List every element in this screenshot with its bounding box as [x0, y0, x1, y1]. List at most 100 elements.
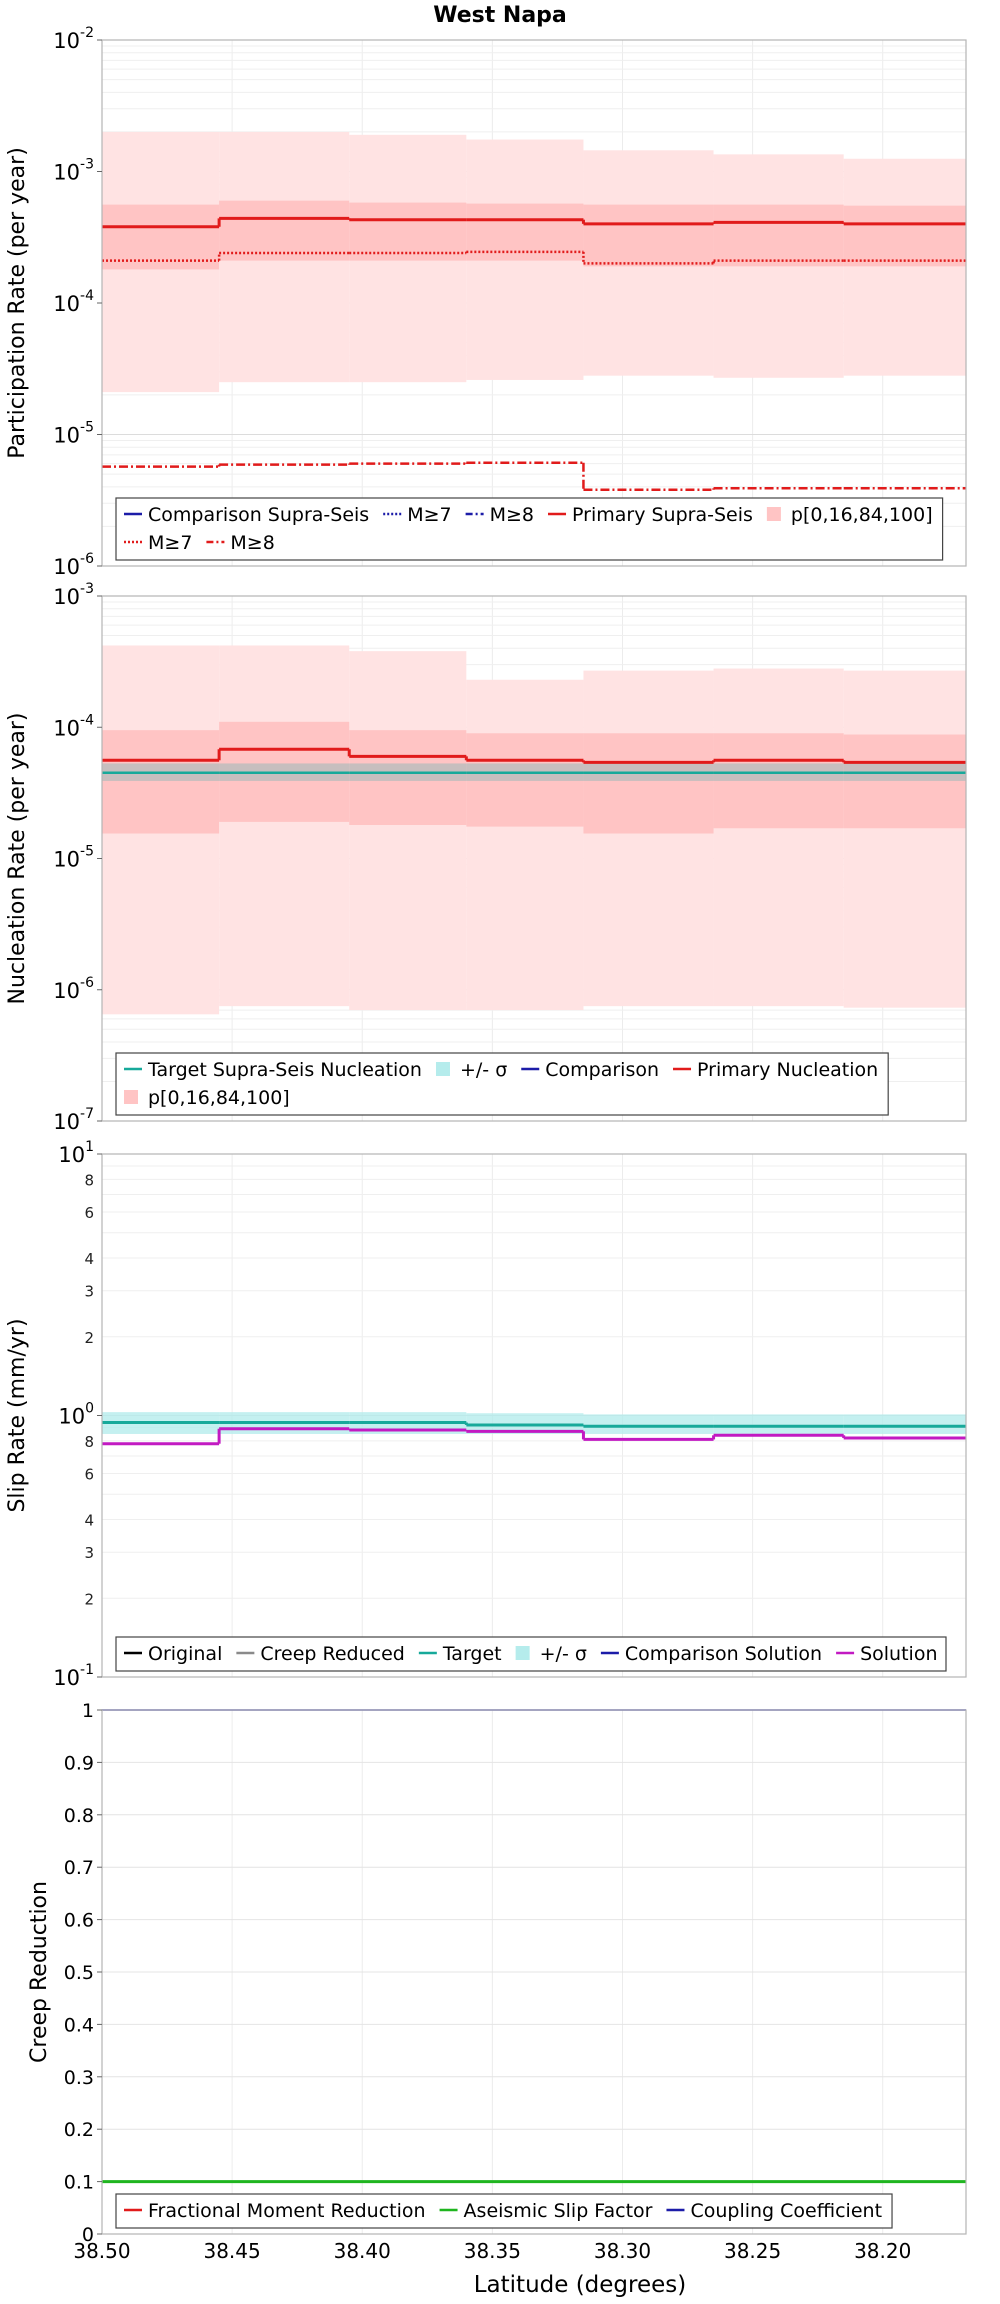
- x-tick-label: 38.25: [724, 2239, 781, 2263]
- y-axis-label: Nucleation Rate (per year): [5, 713, 30, 1005]
- legend-item: Solution: [836, 1643, 938, 1665]
- legend-box: [115, 2193, 893, 2229]
- band-segment: [843, 158, 966, 376]
- y-minor-tick-label: 8: [84, 1433, 94, 1451]
- legend-label: Primary Supra-Seis: [572, 504, 753, 526]
- band-segment: [843, 734, 966, 829]
- legend-label: Aseismic Slip Factor: [464, 2200, 653, 2222]
- legend-item: p[0,16,84,100]: [124, 1087, 290, 1109]
- band-segment: [349, 651, 467, 1011]
- y-tick-label: 0.3: [64, 2067, 94, 2089]
- y-tick-label: 10-3: [53, 157, 94, 185]
- legend-item: Comparison Solution: [600, 1643, 822, 1665]
- y-ticks: 10-7 10-6 10-5 10-4 10-3: [53, 581, 102, 1134]
- y-ticks: 0 0.1 0.2 0.3 0.4 0.5 0.6 0.7 0.8 0.9 1: [64, 1700, 102, 2246]
- legend-swatch: [435, 1062, 450, 1076]
- band-segment: [102, 204, 220, 270]
- x-tick-label: 38.45: [203, 2239, 260, 2263]
- x-tick-label: 38.35: [464, 2239, 521, 2263]
- legend-label: Target: [442, 1643, 502, 1665]
- band-segment: [219, 645, 350, 1007]
- y-minor-tick-label: 2: [84, 1590, 94, 1608]
- band-segment: [466, 679, 584, 1011]
- x-tick-label: 38.20: [854, 2239, 911, 2263]
- legend-label: Comparison Supra-Seis: [148, 504, 369, 526]
- legend-label: Comparison: [545, 1059, 659, 1081]
- band-segment: [583, 670, 714, 1007]
- band-segment: [713, 1414, 844, 1434]
- legend-box: [115, 497, 944, 561]
- chart-title: West Napa: [433, 3, 567, 28]
- y-minor-tick-label: 6: [84, 1466, 94, 1484]
- legend-label: p[0,16,84,100]: [791, 504, 933, 526]
- x-tick-label: 38.40: [334, 2239, 391, 2263]
- legend-item: +/- σ: [435, 1059, 507, 1081]
- panel-nucleation: 10-7 10-6 10-5 10-4 10-3 Nucleation Rate (per…: [5, 581, 967, 1134]
- legend-item: Coupling Coefficient: [666, 2200, 882, 2222]
- y-tick-label: 0.1: [64, 2172, 94, 2194]
- legend-item: +/- σ: [515, 1643, 587, 1665]
- legend-item: M≥7: [124, 532, 192, 554]
- legend: Original Creep Reduced Target +/- σ Comparis…: [115, 1636, 947, 1672]
- legend-label: Fractional Moment Reduction: [148, 2200, 426, 2222]
- legend-label: Coupling Coefficient: [690, 2200, 882, 2222]
- legend-item: M≥8: [206, 532, 275, 554]
- y-tick-label: 10-1: [53, 1662, 94, 1690]
- x-ticks: 38.50 38.45 38.40 38.35 38.30 38.25 38.20: [73, 2239, 911, 2263]
- series-solution: [102, 1427, 966, 1446]
- x-axis-label: Latitude (degrees): [474, 2272, 687, 2298]
- band-segment: [583, 204, 714, 267]
- legend-label: Original: [148, 1643, 222, 1665]
- y-tick-label: 10-6: [53, 551, 94, 579]
- panel-participation: 10-6 10-5 10-4 10-3 10-2 Participation Rate (…: [5, 25, 967, 579]
- y-tick-label: 0.4: [64, 2014, 94, 2036]
- y-tick-label: 10-4: [53, 712, 94, 740]
- legend-label: M≥8: [490, 504, 534, 526]
- y-minor-tick-label: 4: [84, 1512, 94, 1530]
- legend-item: Target: [418, 1643, 502, 1665]
- legend-item: Comparison Supra-Seis: [124, 504, 369, 526]
- legend-label: +/- σ: [460, 1059, 507, 1081]
- band-segment: [583, 1414, 714, 1434]
- band-p-0-16-84-100-inner: [102, 200, 966, 270]
- series-m-8: [102, 461, 966, 492]
- y-axis-label: Participation Rate (per year): [5, 147, 30, 459]
- band--: [102, 1412, 966, 1434]
- y-minor-tick-label: 8: [84, 1171, 94, 1189]
- y-axis-label: Creep Reduction: [27, 1881, 52, 2063]
- band-segment: [219, 200, 350, 261]
- legend-item: p[0,16,84,100]: [766, 504, 933, 526]
- band-segment: [843, 1414, 966, 1434]
- panel-creep: 0 0.1 0.2 0.3 0.4 0.5 0.6 0.7 0.8 0.9 1 Creep Reduc…: [27, 1700, 967, 2246]
- legend-swatch: [766, 507, 781, 521]
- series-target: [102, 1421, 966, 1428]
- legend-label: Primary Nucleation: [697, 1059, 878, 1081]
- legend-label: Comparison Solution: [625, 1643, 822, 1665]
- legend-box: [115, 1052, 889, 1116]
- y-axis-label: Slip Rate (mm/yr): [5, 1318, 30, 1512]
- y-tick-label: 10-3: [53, 581, 94, 609]
- y-tick-label: 0.7: [64, 1857, 94, 1879]
- y-tick-label: 10-5: [53, 844, 94, 872]
- band-segment: [349, 202, 467, 261]
- x-tick-label: 38.30: [594, 2239, 651, 2263]
- legend: Target Supra-Seis Nucleation +/- σ Compari…: [115, 1052, 889, 1116]
- y-tick-label: 101: [58, 1139, 94, 1167]
- legend-item: Fractional Moment Reduction: [124, 2200, 426, 2222]
- legend-label: M≥8: [230, 532, 274, 554]
- y-ticks: 10-6 10-5 10-4 10-3 10-2: [53, 25, 102, 579]
- legend-item: Comparison: [521, 1059, 659, 1081]
- legend-label: p[0,16,84,100]: [148, 1087, 290, 1109]
- y-ticks: 10-1 100 101 2 3 4 6 8 2 3 4 6 8: [53, 1139, 102, 1690]
- legend-item: Aseismic Slip Factor: [439, 2200, 653, 2222]
- y-tick-label: 10-7: [53, 1106, 94, 1134]
- y-tick-label: 1: [82, 1700, 94, 1722]
- y-tick-label: 0.5: [64, 1962, 94, 1984]
- y-tick-label: 0.6: [64, 1910, 94, 1932]
- legend-label: Target Supra-Seis Nucleation: [147, 1059, 422, 1081]
- band-segment: [102, 730, 220, 834]
- x-tick-label: 38.50: [73, 2239, 130, 2263]
- y-tick-label: 10-5: [53, 420, 94, 448]
- y-tick-label: 100: [58, 1401, 94, 1429]
